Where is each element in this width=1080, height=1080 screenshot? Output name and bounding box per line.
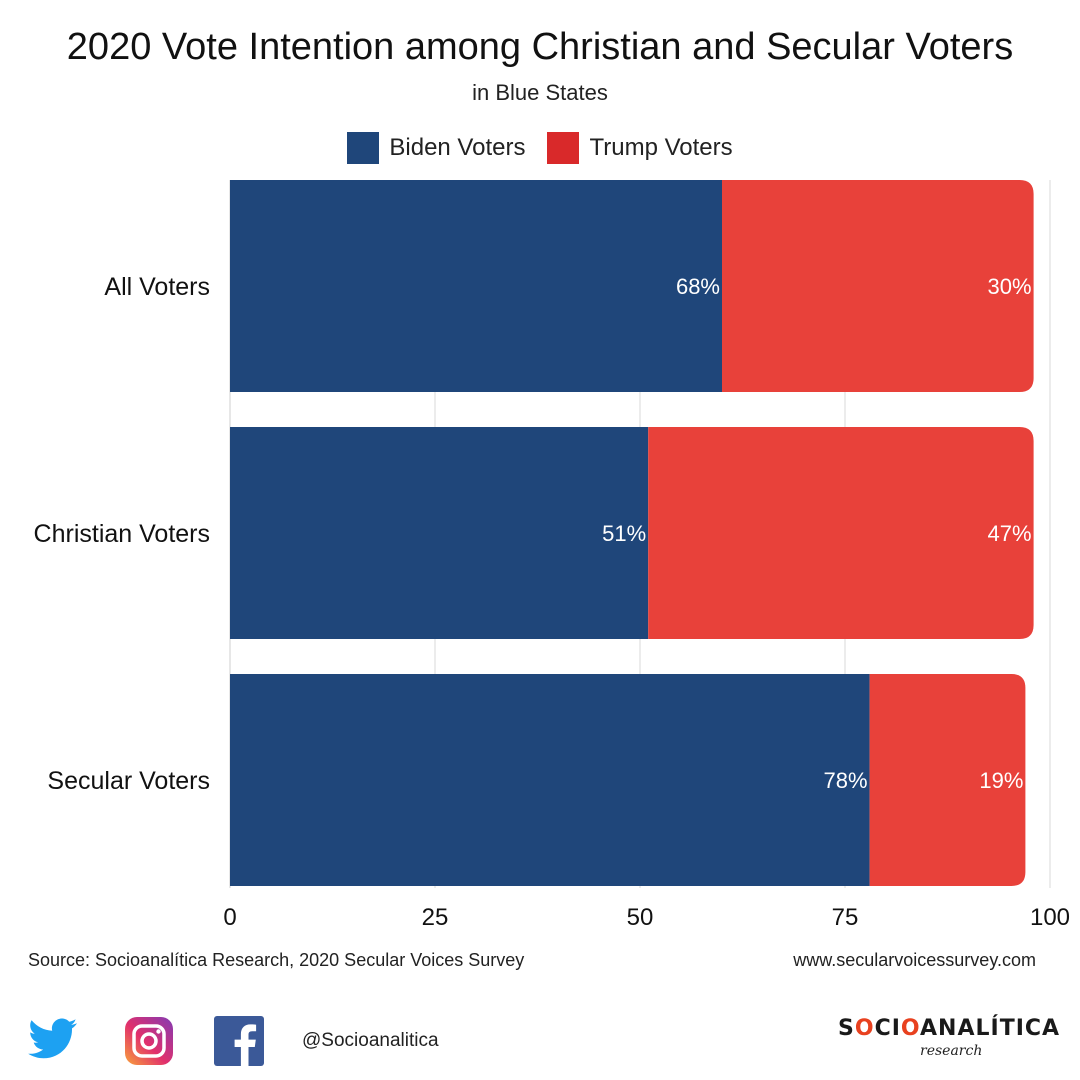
data-label-biden-0: 68%	[676, 274, 720, 299]
legend-label-trump: Trump Voters	[589, 134, 733, 161]
bar-trump-2	[869, 674, 1026, 886]
bar-biden-2	[230, 674, 870, 886]
source-note: Source: Socioanalítica Research, 2020 Se…	[28, 950, 525, 970]
x-tick-label-75: 75	[832, 904, 859, 931]
legend-item-trump: Trump Voters	[547, 132, 733, 164]
chart-title: 2020 Vote Intention among Christian and …	[66, 26, 1014, 68]
legend-label-biden: Biden Voters	[389, 134, 526, 161]
legend-item-biden: Biden Voters	[347, 132, 525, 164]
category-label-2: Secular Voters	[47, 767, 210, 795]
x-tick-label-50: 50	[627, 904, 654, 931]
twitter-icon[interactable]	[28, 1018, 78, 1062]
instagram-icon[interactable]	[124, 1016, 174, 1066]
social-handle[interactable]: @Socioanalitica	[302, 1030, 439, 1051]
logo-subtitle: research	[920, 1043, 983, 1059]
legend-swatch-biden	[347, 132, 380, 164]
data-label-trump-0: 30%	[988, 274, 1032, 299]
bar-trump-1	[648, 427, 1034, 639]
logo-wordmark: SOCIOANALÍTICA	[838, 1016, 1061, 1041]
category-label-1: Christian Voters	[34, 520, 210, 548]
social-bar	[0, 1016, 1080, 1066]
legend-swatch-trump	[547, 132, 580, 164]
data-label-trump-1: 47%	[988, 521, 1032, 546]
x-tick-label-100: 100	[1030, 904, 1070, 931]
bar-biden-1	[230, 427, 649, 639]
data-label-trump-2: 19%	[979, 768, 1023, 793]
bar-trump-0	[722, 180, 1034, 392]
category-label-0: All Voters	[104, 273, 210, 301]
data-label-biden-2: 78%	[824, 768, 868, 793]
bar-chart: 68% 30% All Voters 51% 47% Christian Voters 78…	[34, 180, 1070, 931]
chart-subtitle: in Blue States	[472, 80, 608, 105]
x-tick-label-0: 0	[223, 904, 236, 931]
bar-biden-0	[230, 180, 722, 392]
chart-legend: Biden Voters Trump Voters	[0, 132, 1080, 164]
data-label-biden-1: 51%	[602, 521, 646, 546]
website-link[interactable]: www.secularvoicessurvey.com	[793, 950, 1036, 970]
facebook-icon[interactable]	[214, 1016, 264, 1066]
x-tick-label-25: 25	[422, 904, 449, 931]
brand-logo: SOCIOANALÍTICA research	[838, 1016, 1061, 1059]
